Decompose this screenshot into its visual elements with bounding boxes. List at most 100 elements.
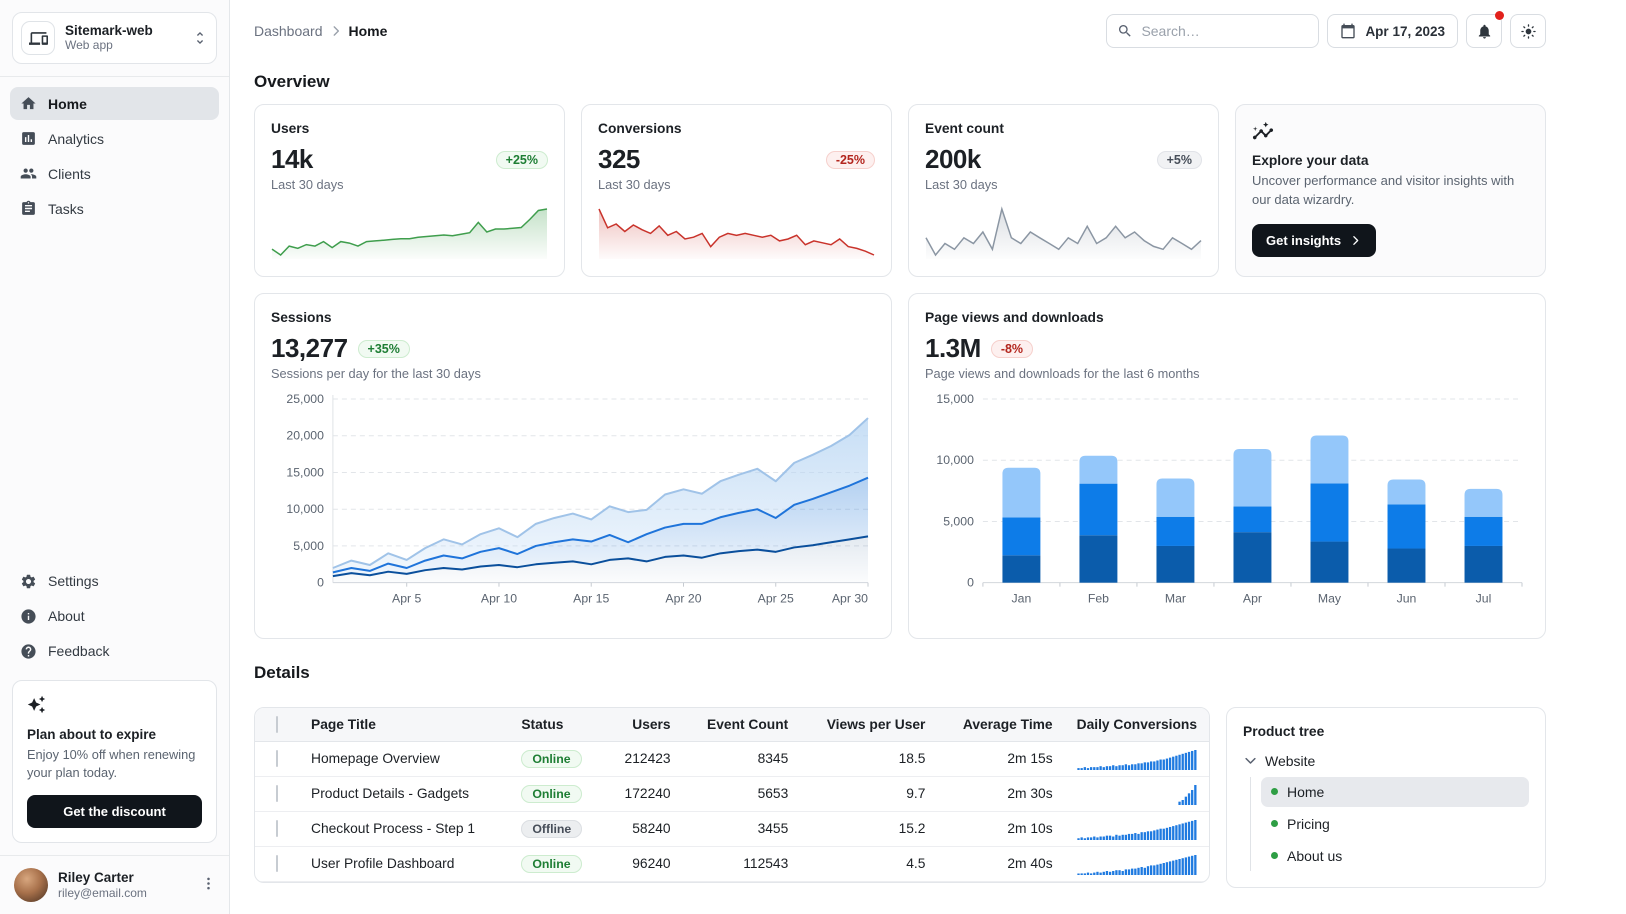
sidebar-item-label: About bbox=[48, 608, 85, 625]
sparkle-icon bbox=[27, 695, 46, 714]
status-badge: Online bbox=[521, 785, 582, 804]
cell-views-per-user: 9.7 bbox=[800, 776, 938, 812]
help-icon bbox=[20, 643, 37, 660]
svg-text:0: 0 bbox=[967, 576, 974, 590]
bullet-dot-icon bbox=[1271, 788, 1278, 796]
chart-value: 13,277 bbox=[271, 333, 348, 363]
row-checkbox[interactable] bbox=[276, 820, 278, 838]
cell-users: 96240 bbox=[604, 846, 683, 882]
tree-item-pricing[interactable]: Pricing bbox=[1261, 809, 1529, 839]
profile-info: Riley Carter riley@email.com bbox=[58, 870, 187, 901]
svg-text:Jul: Jul bbox=[1476, 592, 1492, 606]
cell-page-title: Product Details - Gadgets bbox=[299, 776, 510, 812]
row-checkbox[interactable] bbox=[276, 855, 278, 873]
sidebar-item-home[interactable]: Home bbox=[10, 87, 219, 120]
analytics-icon bbox=[20, 130, 37, 147]
daily-conversions-sparkline bbox=[1077, 749, 1197, 770]
status-badge: Online bbox=[521, 855, 582, 874]
search-input[interactable] bbox=[1141, 23, 1309, 39]
cell-event-count: 8345 bbox=[682, 741, 801, 777]
status-badge: Offline bbox=[521, 820, 583, 839]
explore-title: Explore your data bbox=[1252, 153, 1369, 168]
svg-text:Jun: Jun bbox=[1397, 592, 1417, 606]
svg-text:15,000: 15,000 bbox=[936, 392, 974, 406]
overview-heading: Overview bbox=[254, 72, 330, 91]
sidebar-item-label: Clients bbox=[48, 165, 91, 182]
get-discount-button[interactable]: Get the discount bbox=[27, 795, 202, 828]
bullet-dot-icon bbox=[1271, 820, 1278, 828]
sidebar-item-clients[interactable]: Clients bbox=[10, 157, 219, 190]
sidebar-header: Sitemark-web Web app bbox=[0, 0, 229, 77]
svg-text:Apr 25: Apr 25 bbox=[758, 592, 794, 606]
column-header: Views per User bbox=[800, 707, 938, 742]
table-row[interactable]: Homepage Overview Online 212423 8345 18.… bbox=[255, 741, 1209, 777]
stat-value: 14k bbox=[271, 144, 313, 174]
svg-text:Apr 15: Apr 15 bbox=[573, 592, 609, 606]
tree-item-home[interactable]: Home bbox=[1261, 776, 1529, 807]
stat-caption: Last 30 days bbox=[271, 177, 344, 192]
tree-item-label: Website bbox=[1265, 752, 1316, 769]
cell-users: 58240 bbox=[604, 811, 683, 847]
table-row[interactable]: User Profile Dashboard Online 96240 1125… bbox=[255, 846, 1209, 882]
table-row[interactable]: Checkout Process - Step 1 Offline 58240 … bbox=[255, 811, 1209, 847]
theme-toggle-button[interactable] bbox=[1510, 14, 1546, 48]
row-checkbox[interactable] bbox=[276, 750, 278, 768]
sidebar-item-analytics[interactable]: Analytics bbox=[10, 122, 219, 155]
pageviews-chart-card: Page views and downloads 1.3M -8% Page v… bbox=[908, 293, 1546, 639]
svg-text:Apr 30: Apr 30 bbox=[832, 592, 868, 606]
plan-card-body: Enjoy 10% off when renewing your plan to… bbox=[27, 746, 196, 781]
svg-text:Apr 20: Apr 20 bbox=[665, 592, 701, 606]
svg-text:0: 0 bbox=[317, 576, 324, 590]
sidebar-item-label: Tasks bbox=[48, 200, 84, 217]
sidebar-item-feedback[interactable]: Feedback bbox=[10, 635, 219, 668]
sidebar-item-about[interactable]: About bbox=[10, 600, 219, 633]
daily-conversions-sparkline bbox=[1077, 854, 1197, 875]
sidebar-nav-primary: Home Analytics Clients Tasks bbox=[0, 77, 229, 225]
cell-page-title: Checkout Process - Step 1 bbox=[299, 811, 510, 847]
trend-chip: +5% bbox=[1156, 150, 1202, 169]
stat-cards-row: Users 14k +25% Last 30 days Conversions … bbox=[254, 104, 1546, 277]
plan-expire-card: Plan about to expire Enjoy 10% off when … bbox=[12, 679, 217, 843]
sessions-area-chart: 0 5,000 10,000 15,000 20,000 25,000 Apr 5 Apr 1… bbox=[286, 392, 869, 606]
select-all-checkbox[interactable] bbox=[276, 715, 278, 733]
daily-conversions-sparkline bbox=[1077, 819, 1197, 840]
get-insights-button[interactable]: Get insights bbox=[1252, 223, 1377, 257]
tree-item-about-us[interactable]: About us bbox=[1261, 841, 1529, 871]
sidebar-item-settings[interactable]: Settings bbox=[10, 565, 219, 598]
cell-views-per-user: 4.5 bbox=[800, 846, 938, 882]
product-tree-title: Product tree bbox=[1243, 723, 1325, 739]
svg-text:Jan: Jan bbox=[1012, 592, 1032, 606]
column-header: Users bbox=[604, 707, 683, 742]
home-icon bbox=[20, 95, 37, 112]
devices-icon bbox=[21, 21, 55, 55]
sidebar-item-tasks[interactable]: Tasks bbox=[10, 192, 219, 225]
insights-icon bbox=[1252, 121, 1274, 143]
chevron-right-icon bbox=[329, 24, 343, 38]
workspace-selector[interactable]: Sitemark-web Web app bbox=[12, 12, 217, 64]
table-row[interactable]: Product Details - Gadgets Online 172240 … bbox=[255, 776, 1209, 812]
cell-event-count: 112543 bbox=[682, 846, 801, 882]
daily-conversions-sparkline bbox=[1178, 784, 1197, 805]
notifications-button[interactable] bbox=[1466, 11, 1504, 48]
tree-item-label: Pricing bbox=[1287, 815, 1330, 832]
date-label: Apr 17, 2023 bbox=[1365, 23, 1445, 39]
date-picker-button[interactable]: Apr 17, 2023 bbox=[1327, 14, 1458, 48]
cell-event-count: 3455 bbox=[682, 811, 801, 847]
chart-title: Sessions bbox=[271, 310, 332, 325]
column-header: Daily Conversions bbox=[1064, 707, 1209, 742]
table-header-row: Page Title Status Users Event Count View… bbox=[255, 707, 1209, 742]
stat-card-conversions: Conversions 325 -25% Last 30 days bbox=[581, 104, 892, 277]
svg-text:Mar: Mar bbox=[1165, 592, 1186, 606]
info-icon bbox=[20, 608, 37, 625]
profile-options-button[interactable] bbox=[197, 874, 219, 896]
breadcrumb-dashboard[interactable]: Dashboard bbox=[254, 23, 323, 39]
svg-text:25,000: 25,000 bbox=[286, 392, 324, 406]
row-checkbox[interactable] bbox=[276, 785, 278, 803]
svg-text:Apr 5: Apr 5 bbox=[392, 592, 421, 606]
chart-subtitle: Page views and downloads for the last 6 … bbox=[925, 366, 1200, 381]
details-heading: Details bbox=[254, 662, 310, 682]
profile-name: Riley Carter bbox=[58, 869, 134, 885]
cell-event-count: 5653 bbox=[682, 776, 801, 812]
stat-card-title: Event count bbox=[925, 121, 1004, 136]
tree-item-website[interactable]: Website bbox=[1243, 751, 1529, 777]
